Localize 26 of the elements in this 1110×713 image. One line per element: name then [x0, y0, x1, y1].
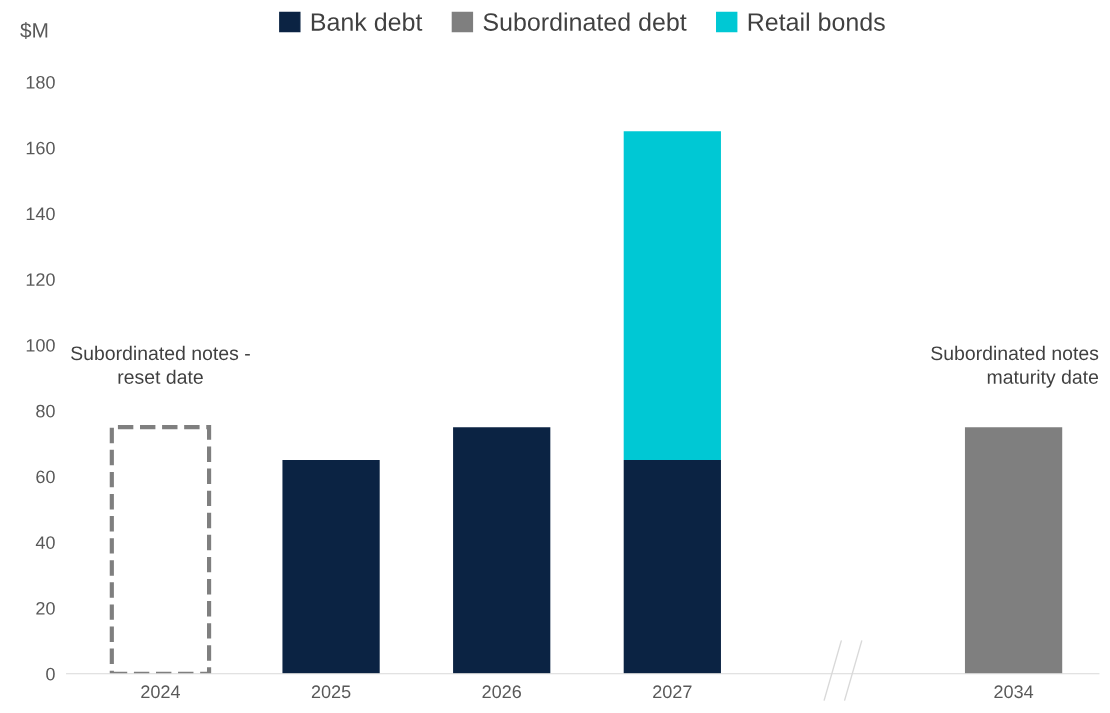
legend-label: Bank debt — [311, 12, 423, 31]
y-tick-label: 140 — [26, 207, 55, 221]
bar — [964, 427, 1063, 674]
y-tick-label: 160 — [26, 141, 55, 155]
y-tick-label: 80 — [36, 404, 55, 418]
y-axis-title: $M — [20, 22, 48, 39]
x-tick-label: 2026 — [482, 685, 521, 699]
annotation: Subordinated notes - reset date — [71, 345, 250, 384]
y-tick-label: 60 — [36, 470, 55, 484]
bar — [453, 427, 551, 674]
annotation: Subordinated notes maturity date — [931, 345, 1099, 388]
x-tick-label: 2024 — [141, 685, 180, 699]
y-tick-label: 0 — [46, 667, 55, 681]
bar — [623, 460, 721, 674]
x-tick-label: 2027 — [653, 685, 692, 699]
x-tick-label: 2025 — [311, 685, 351, 699]
legend-label: Retail bonds — [748, 12, 885, 31]
x-tick-label: 2034 — [994, 685, 1034, 699]
y-tick-label: 100 — [26, 338, 55, 352]
y-tick-label: 120 — [26, 273, 55, 286]
bar — [282, 460, 380, 674]
legend-label: Subordinated debt — [483, 12, 687, 31]
y-tick-label: 40 — [35, 536, 55, 549]
bar — [623, 131, 721, 461]
y-tick-label: 180 — [26, 75, 55, 89]
y-tick-label: 20 — [36, 601, 55, 615]
